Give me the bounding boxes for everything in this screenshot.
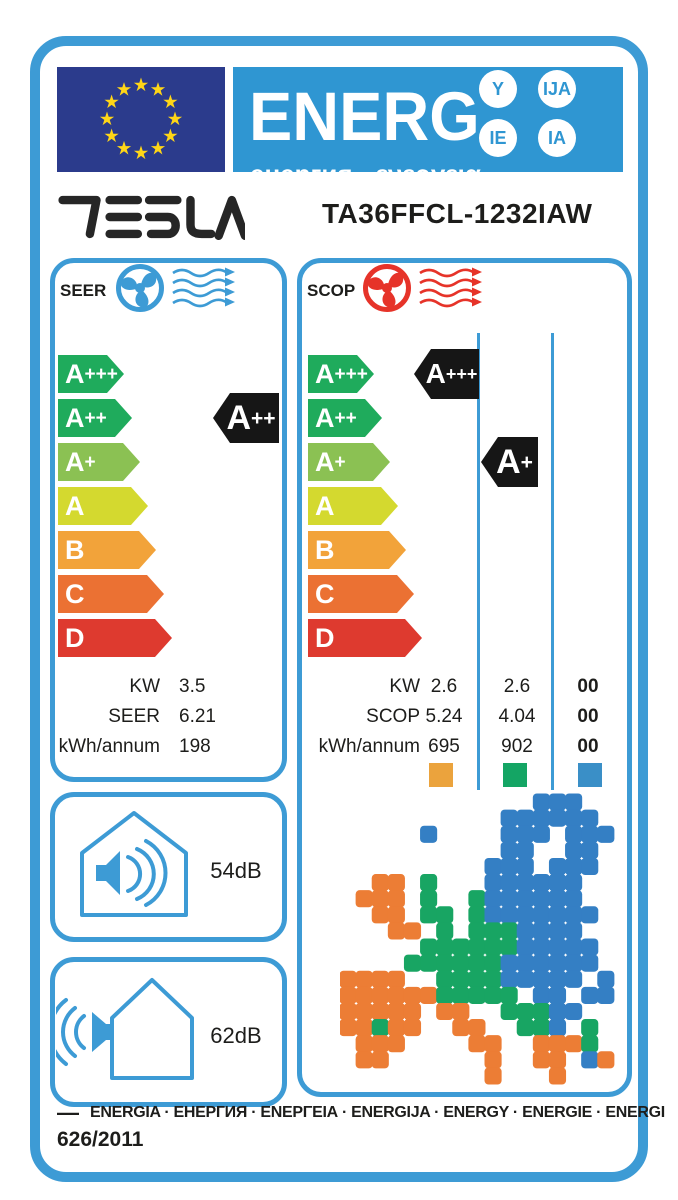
zone-divider-2 [551,333,554,790]
heating-kwh-zone1: 695 [428,736,460,757]
scale-arrow-d: D [58,619,172,657]
warm-zone-swatch [429,763,453,787]
cooling-kwh-value: 198 [179,736,211,757]
heating-scop-label: SCOP [366,706,420,727]
heating-rating-scale: A + + + A + + A + A B C D [308,355,422,663]
seer-label: SEER [60,281,107,300]
energ-subtitle: енергия · ενεργεια [250,159,481,189]
eu-flag [57,67,225,172]
cold-zone-swatch [578,763,602,787]
cooling-seer-label: SEER [108,706,160,727]
heating-kw-zone3: 00 [577,676,599,697]
cooling-airflow-icon [172,267,235,308]
heating-kwh-label: kWh/annum [318,736,420,757]
scale-arrow-a: A [58,487,148,525]
scale-arrow-c: C [58,575,164,613]
model-number: TA36FFCL-1232IAW [322,198,593,229]
cooling-rating-scale: A + + + A + + A + A B C D [58,355,172,663]
energ-badge-ie: IE [479,119,517,157]
scale-arrow-a3: A + + + [58,355,124,393]
scop-label: SCOP [307,281,356,300]
scale-arrow-b: B [58,531,156,569]
cooling-seer-row: SEER 6.21 [58,702,216,732]
energ-band: ENERG енергия · ενεργεια Y IJA IE IA [233,67,623,189]
outdoor-noise-icon [56,978,194,1080]
scale-arrow-a2: A + + [58,399,132,437]
heating-kwh-zone2: 902 [501,736,533,757]
heating-kw-row: KW 2.6 2.6 00 [305,672,627,702]
scale-arrow-a: A [308,487,398,525]
heating-kw-label: KW [389,676,420,697]
energ-badge-ija: IJA [538,70,576,108]
footer-languages: ENERGIA · ЕНЕРГИЯ · ΕΝΕΡΓΕΙΑ · ENERGIJA … [90,1104,665,1121]
heating-kwh-row: kWh/annum 695 902 00 [305,732,627,762]
average-zone-swatch [503,763,527,787]
tesla-logo [58,195,245,241]
footer-regulation: 626/2011 [57,1128,144,1151]
scale-arrow-a2: A + + [308,399,382,437]
cooling-kwh-label: kWh/annum [58,736,160,757]
outdoor-noise-panel [50,957,287,1107]
cooling-fan-icon [116,264,164,312]
eu-stars-icon [99,77,183,160]
scale-arrow-a1: A + [58,443,140,481]
indoor-noise-icon [80,811,188,917]
heating-kw-zone2: 2.6 [503,676,531,697]
scale-arrow-a1: A + [308,443,390,481]
heating-scop-zone1: 5.24 [425,706,463,727]
energ-badge-y: Y [479,70,517,108]
cooling-kw-label: KW [129,676,160,697]
cooling-kwh-row: kWh/annum 198 [58,732,211,762]
heating-fan-icon [363,264,411,312]
cooling-kw-value: 3.5 [179,676,206,697]
heating-scop-row: SCOP 5.24 4.04 00 [305,702,627,732]
outdoor-noise-value: 62dB [210,1023,262,1048]
heating-airflow-icon [419,267,482,308]
heating-scop-zone3: 00 [577,706,599,727]
zone-divider-1 [477,333,480,790]
energ-title: ENERG [249,78,480,155]
europe-climate-map [340,793,615,1085]
indoor-noise-value: 54dB [210,858,262,883]
footer-dash: — [57,1100,79,1125]
heating-kw-zone1: 2.6 [430,676,458,697]
scale-arrow-b: B [308,531,406,569]
scale-arrow-d: D [308,619,422,657]
heating-scop-zone2: 4.04 [498,706,536,727]
heating-kwh-zone3: 00 [577,736,599,757]
energ-badge-ia: IA [538,119,576,157]
scale-arrow-a3: A + + + [308,355,374,393]
cooling-kw-row: KW 3.5 [58,672,205,702]
cooling-seer-value: 6.21 [179,706,216,727]
scale-arrow-c: C [308,575,414,613]
